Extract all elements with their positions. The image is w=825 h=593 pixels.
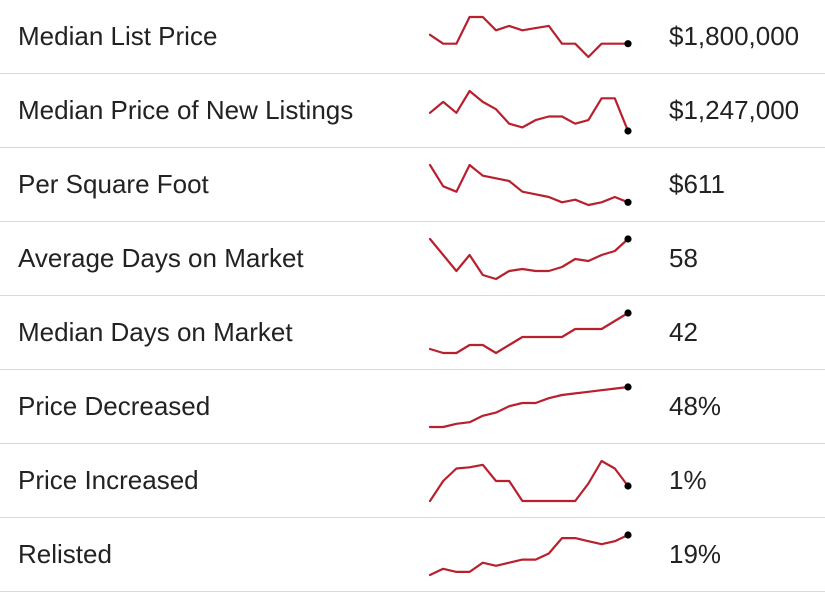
table-row: Average Days on Market 58: [0, 222, 825, 296]
metric-value: $1,800,000: [669, 21, 800, 51]
metric-label: Median List Price: [18, 21, 218, 51]
sparkline-end-point: [624, 127, 632, 135]
sparkline: [428, 309, 632, 355]
metric-label: Per Square Foot: [18, 169, 209, 199]
sparkline-end-point: [624, 198, 632, 206]
sparkline-series-line: [428, 385, 630, 429]
table-row: Relisted 19%: [0, 518, 825, 592]
sparkline: [428, 89, 632, 135]
metric-label: Relisted: [18, 539, 112, 569]
sparkline-end-point: [624, 383, 632, 391]
metric-label: Price Increased: [18, 465, 199, 495]
sparkline: [428, 163, 632, 207]
metric-value: $1,247,000: [669, 95, 800, 125]
sparkline: [428, 383, 632, 429]
table-row: Price Increased 1%: [0, 444, 825, 518]
metric-label: Average Days on Market: [18, 243, 304, 273]
sparkline-series-line: [428, 15, 630, 59]
sparkline-series-line: [428, 459, 630, 503]
sparkline: [428, 459, 632, 503]
metric-label: Price Decreased: [18, 391, 211, 421]
sparkline-series-line: [428, 163, 630, 207]
sparkline-series-line: [428, 237, 630, 281]
sparkline-series-line: [428, 311, 630, 355]
metric-value: 1%: [669, 465, 707, 495]
metric-value: 42: [669, 317, 698, 347]
sparkline: [428, 531, 632, 577]
sparkline: [428, 15, 632, 59]
sparkline-end-point: [624, 309, 632, 317]
sparkline: [428, 235, 632, 281]
metric-label: Median Price of New Listings: [18, 95, 354, 125]
metric-label: Median Days on Market: [18, 317, 293, 347]
table-row: Median Price of New Listings $1,247,000: [0, 74, 825, 148]
sparkline-series-line: [428, 89, 630, 133]
table-row: Per Square Foot $611: [0, 148, 825, 222]
metric-value: 19%: [669, 539, 722, 569]
table-row: Median List Price $1,800,000: [0, 0, 825, 74]
sparkline-end-point: [624, 482, 632, 490]
metric-value: 48%: [669, 391, 722, 421]
table-row: Price Decreased 48%: [0, 370, 825, 444]
sparkline-end-point: [624, 531, 632, 539]
metric-value: 58: [669, 243, 698, 273]
table-row: Median Days on Market 42: [0, 296, 825, 370]
sparkline-series-line: [428, 533, 630, 577]
metric-value: $611: [669, 169, 725, 199]
sparkline-end-point: [624, 235, 632, 243]
sparkline-end-point: [624, 40, 632, 48]
